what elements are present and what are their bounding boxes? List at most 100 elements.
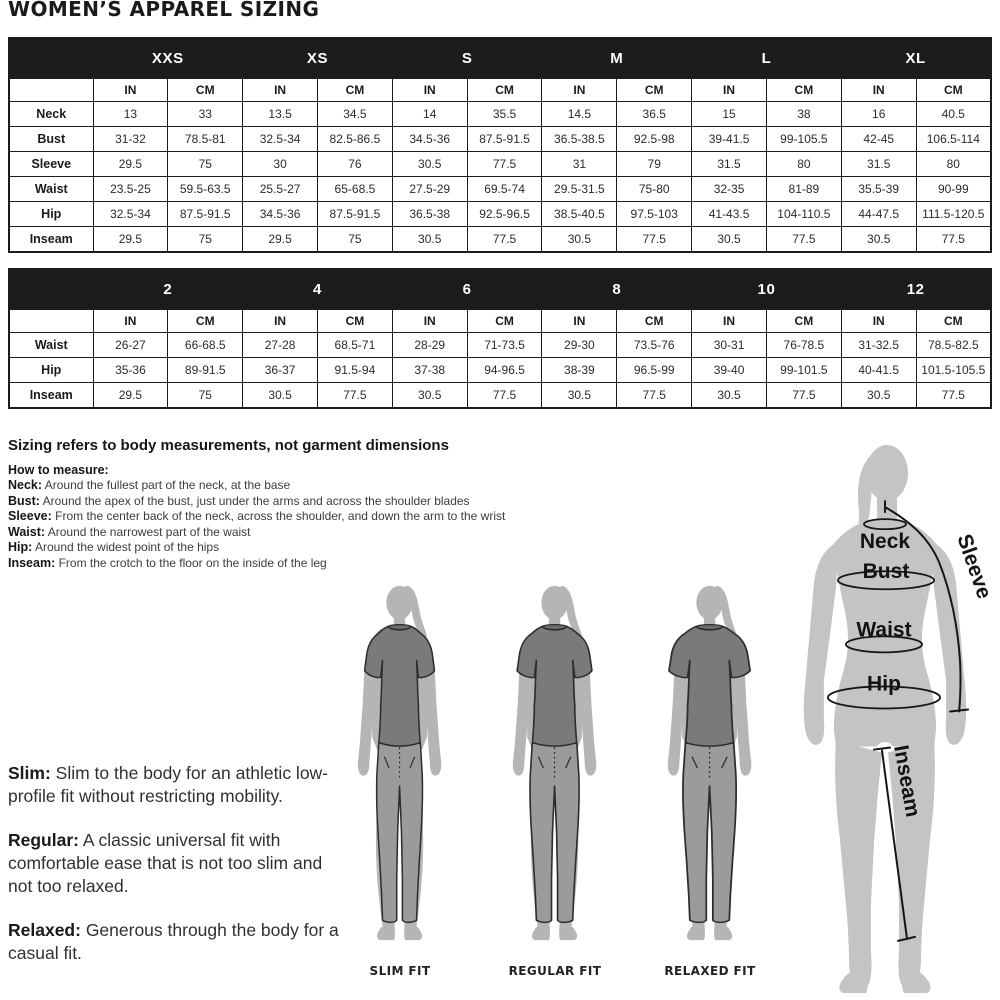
unit-header: CM — [616, 309, 693, 333]
measurement-cell: 32-35 — [691, 176, 767, 202]
diagram-bust-label: Bust — [863, 560, 910, 583]
table-row: Inseam 29.5 75 29.5 75 30.5 77.5 30.5 77.5 30.5 77… — [8, 226, 992, 253]
measurement-cell: 36-37 — [242, 357, 318, 383]
measurement-cell: 27.5-29 — [391, 176, 468, 202]
measurement-cell: 30.5 — [242, 382, 318, 409]
corner-cell — [8, 309, 94, 333]
table-row: Neck 13 33 13.5 34.5 14 35.5 14.5 36.5 15 38 16 40.5 — [8, 101, 992, 127]
measure-guide-section: Sizing refers to body measurements, not … — [8, 437, 648, 571]
relaxed-fit-silhouette — [667, 585, 751, 941]
unit-header: IN — [92, 78, 169, 102]
unit-header: IN — [840, 78, 917, 102]
measurement-cell: 76 — [316, 151, 393, 177]
measurement-cell: 111.5-120.5 — [915, 201, 992, 227]
measurement-cell: 87.5-91.5 — [466, 126, 543, 152]
unit-header: IN — [840, 309, 917, 333]
size-header-row: 2 4 6 8 10 12 — [9, 269, 991, 310]
diagram-neck-label: Neck — [860, 530, 911, 553]
unit-header: IN — [541, 78, 618, 102]
size-column-header: XXS — [93, 38, 243, 79]
measurement-cell: 99-105.5 — [765, 126, 842, 152]
measurement-cell: 23.5-25 — [92, 176, 169, 202]
measurement-cell: 104-110.5 — [765, 201, 842, 227]
measurement-cell: 75 — [167, 226, 244, 253]
measurement-cell: 38-39 — [541, 357, 618, 383]
measurement-cell: 90-99 — [915, 176, 992, 202]
measurement-diagram-silhouette: Neck Bust Waist Hip Sleeve Inseam — [803, 445, 992, 993]
unit-header: CM — [466, 78, 543, 102]
size-column-header: L — [691, 38, 842, 79]
unit-header: IN — [691, 78, 767, 102]
relaxed-fit-figure: RELAXED FIT — [640, 581, 780, 978]
measurement-cell: 15 — [691, 101, 767, 127]
measurement-cell: 77.5 — [466, 382, 543, 409]
measurement-cell: 13.5 — [242, 101, 318, 127]
measure-item: Hip: Around the widest point of the hips — [8, 540, 220, 554]
measurement-diagram: Neck Bust Waist Hip Sleeve Inseam — [788, 440, 992, 996]
measurement-cell: 44-47.5 — [840, 201, 917, 227]
measurement-cell: 77.5 — [616, 226, 693, 253]
diagram-waist-label: Waist — [856, 618, 911, 641]
measurement-cell: 73.5-76 — [616, 332, 693, 358]
measurement-cell: 29.5-31.5 — [541, 176, 618, 202]
corner-cell — [9, 38, 93, 79]
measure-item: Neck: Around the fullest part of the nec… — [8, 478, 291, 492]
size-column-header: XS — [242, 38, 393, 79]
measurement-cell: 75 — [167, 382, 244, 409]
measurement-cell: 59.5-63.5 — [167, 176, 244, 202]
measurement-cell: 39-40 — [691, 357, 767, 383]
measurement-cell: 78.5-82.5 — [915, 332, 992, 358]
measurement-cell: 30.5 — [541, 226, 618, 253]
unit-header: CM — [915, 309, 992, 333]
measurement-cell: 30.5 — [691, 226, 767, 253]
measurement-cell: 36.5-38 — [391, 201, 468, 227]
measurement-cell: 39-41.5 — [691, 126, 767, 152]
table-row: Waist 23.5-25 59.5-63.5 25.5-27 65-68.5 27.5-… — [8, 176, 992, 202]
measurement-cell: 31 — [541, 151, 618, 177]
row-label: Sleeve — [8, 151, 94, 177]
measurement-cell: 40-41.5 — [840, 357, 917, 383]
measurement-cell: 35.5-39 — [840, 176, 917, 202]
measurement-cell: 75 — [167, 151, 244, 177]
measurement-cell: 42-45 — [840, 126, 917, 152]
measurement-cell: 75 — [316, 226, 393, 253]
measurement-cell: 77.5 — [466, 151, 543, 177]
slim-fit-caption: SLIM FIT — [369, 964, 431, 978]
measurement-cell: 77.5 — [316, 382, 393, 409]
measurement-cell: 94-96.5 — [466, 357, 543, 383]
size-column-header: 8 — [541, 269, 692, 310]
measurement-cell: 33 — [167, 101, 244, 127]
measurement-cell: 81-89 — [765, 176, 842, 202]
unit-header: CM — [915, 78, 992, 102]
measure-item-label: Neck: — [8, 478, 43, 492]
regular-fit-silhouette — [512, 585, 596, 941]
measurement-cell: 31-32 — [92, 126, 169, 152]
measurement-cell: 77.5 — [466, 226, 543, 253]
measure-item: Waist: Around the narrowest part of the … — [8, 524, 251, 539]
measurement-cell: 77.5 — [765, 382, 842, 409]
measurement-cell: 38 — [765, 101, 842, 127]
unit-header: CM — [765, 78, 842, 102]
unit-header: CM — [316, 309, 393, 333]
row-label: Waist — [8, 176, 94, 202]
size-column-header: M — [541, 38, 692, 79]
unit-header: IN — [691, 309, 767, 333]
regular-fit-figure: REGULAR FIT — [485, 581, 625, 978]
fit-label: Slim: — [8, 763, 51, 783]
size-column-header: 2 — [93, 269, 243, 310]
slim-fit-silhouette — [357, 585, 441, 941]
unit-header: IN — [391, 78, 468, 102]
measurement-cell: 36.5-38.5 — [541, 126, 618, 152]
unit-header: CM — [466, 309, 543, 333]
measurement-cell: 26-27 — [92, 332, 169, 358]
unit-header-row: IN CM IN CM IN CM IN CM IN CM IN CM — [8, 78, 992, 102]
fit-label: Relaxed: — [8, 920, 81, 940]
measure-item-label: Hip: — [8, 540, 33, 554]
measurement-cell: 30.5 — [391, 382, 468, 409]
measure-item: Sleeve: From the center back of the neck… — [8, 509, 506, 523]
measurement-cell: 71-73.5 — [466, 332, 543, 358]
measurement-cell: 30.5 — [840, 382, 917, 409]
measure-item-label: Waist: — [8, 524, 46, 539]
measure-item-label: Bust: — [8, 493, 40, 508]
measurement-cell: 16 — [840, 101, 917, 127]
